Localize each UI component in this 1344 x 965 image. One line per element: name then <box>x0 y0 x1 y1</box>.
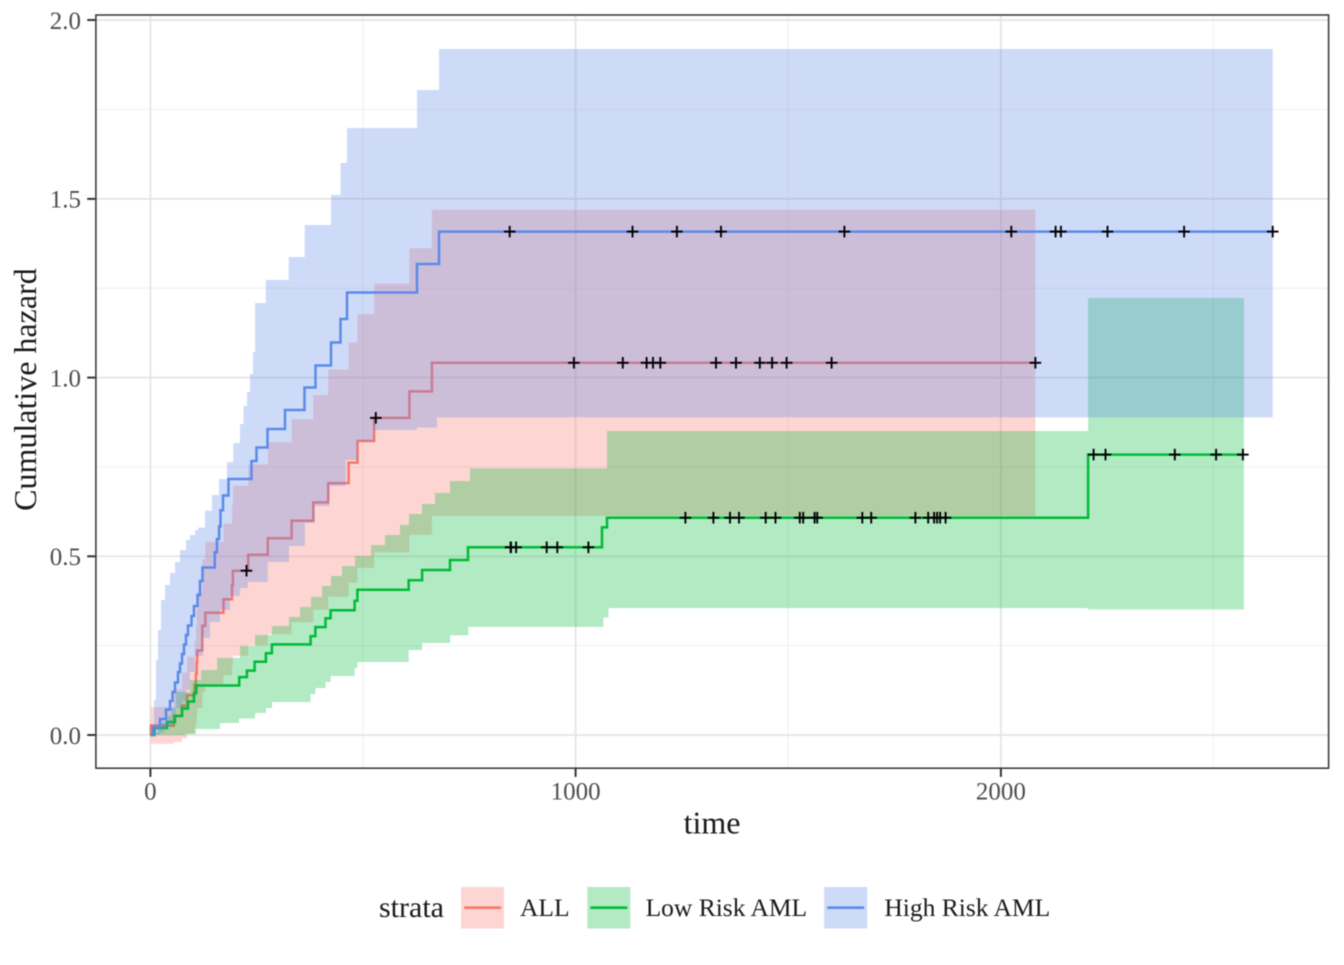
svg-text:Cumulative hazard: Cumulative hazard <box>7 268 43 511</box>
svg-text:0: 0 <box>144 779 157 806</box>
svg-text:Low Risk AML: Low Risk AML <box>646 893 808 922</box>
svg-text:High Risk AML: High Risk AML <box>884 893 1050 922</box>
svg-text:1.5: 1.5 <box>50 187 81 214</box>
svg-text:time: time <box>684 805 741 841</box>
svg-text:0.5: 0.5 <box>50 544 81 571</box>
svg-text:2000: 2000 <box>976 779 1026 806</box>
svg-text:ALL: ALL <box>520 893 570 922</box>
svg-text:1000: 1000 <box>551 779 601 806</box>
svg-text:1.0: 1.0 <box>50 365 81 392</box>
svg-text:strata: strata <box>379 891 444 924</box>
svg-text:2.0: 2.0 <box>50 8 81 35</box>
svg-text:0.0: 0.0 <box>50 723 81 750</box>
